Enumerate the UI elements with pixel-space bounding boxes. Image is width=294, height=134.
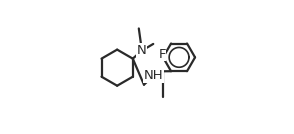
Text: NH: NH [143, 69, 163, 82]
Text: F: F [158, 48, 166, 61]
Text: N: N [137, 44, 147, 57]
